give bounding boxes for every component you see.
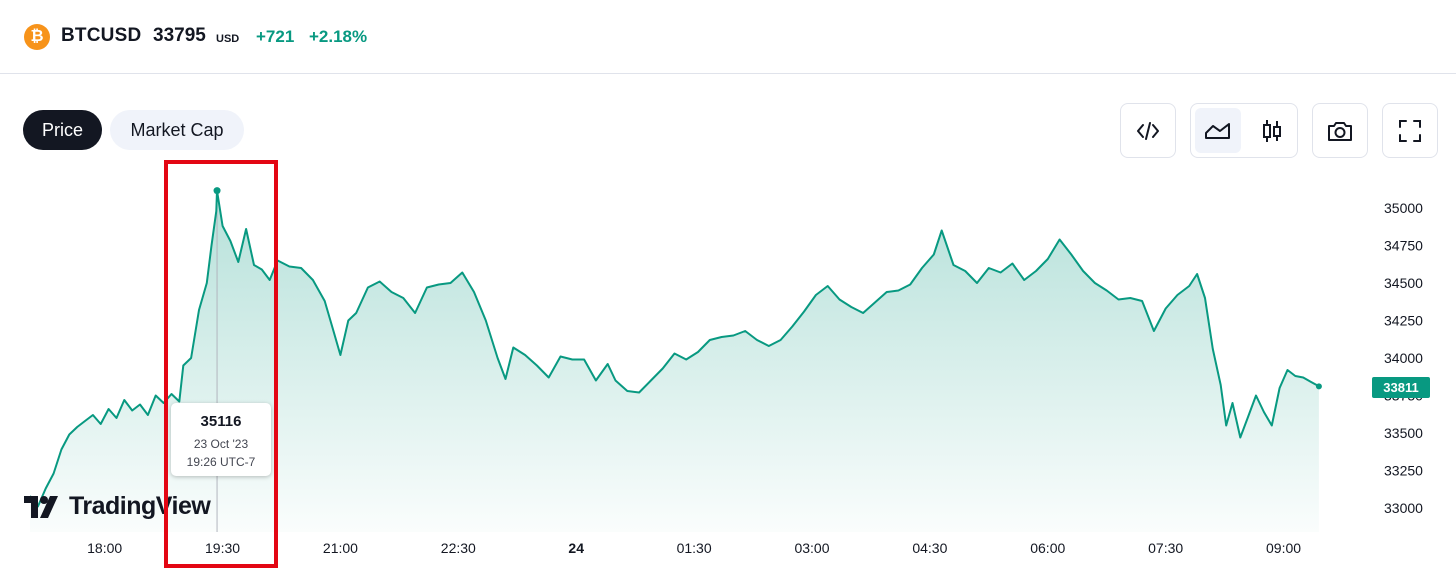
- chart-style-group: [1190, 103, 1298, 158]
- symbol-name[interactable]: BTCUSD: [61, 25, 142, 46]
- area-chart-icon: [1205, 123, 1230, 139]
- last-point-marker: [1315, 383, 1322, 390]
- x-tick-label: 21:00: [323, 540, 358, 556]
- x-tick-label: 24: [568, 540, 584, 556]
- candle-style-button[interactable]: [1249, 108, 1295, 153]
- tradingview-logo-text: TradingView: [69, 492, 211, 520]
- tab-price[interactable]: Price: [23, 110, 102, 150]
- fullscreen-button[interactable]: [1382, 103, 1438, 158]
- last-price-badge: 33811: [1372, 377, 1430, 398]
- x-tick-label: 01:30: [677, 540, 712, 556]
- snapshot-button[interactable]: [1312, 103, 1368, 158]
- area-style-button[interactable]: [1195, 108, 1241, 153]
- x-tick-label: 09:00: [1266, 540, 1301, 556]
- code-icon: [1137, 122, 1159, 140]
- price-change-percent: +2.18%: [309, 27, 368, 46]
- x-tick-label: 22:30: [441, 540, 476, 556]
- x-tick-label: 07:30: [1148, 540, 1183, 556]
- y-tick-label: 34000: [1384, 350, 1423, 366]
- x-tick-label: 18:00: [87, 540, 122, 556]
- x-tick-label: 19:30: [205, 540, 240, 556]
- tooltip-date: 23 Oct '23: [193, 437, 249, 451]
- price-change: +721: [256, 27, 295, 46]
- price-line[interactable]: [29, 189, 1320, 508]
- x-tick-label: 03:00: [794, 540, 829, 556]
- bitcoin-icon: ₿: [24, 24, 50, 50]
- symbol-header: ₿ BTCUSD 33795 USD +721 +2.18%: [0, 0, 1456, 74]
- y-tick-label: 34750: [1384, 238, 1423, 254]
- x-tick-label: 06:00: [1030, 540, 1065, 556]
- embed-button[interactable]: [1120, 103, 1176, 158]
- current-price: 33795: [153, 25, 206, 46]
- price-chart[interactable]: 3500034750345003425034000337503350033250…: [0, 160, 1456, 578]
- price-area-fill: [30, 190, 1319, 532]
- y-tick-label: 33500: [1384, 425, 1423, 441]
- y-tick-label: 34250: [1384, 313, 1423, 329]
- tooltip-value: 35116: [200, 413, 242, 430]
- currency-label: USD: [216, 33, 240, 45]
- y-tick-label: 33250: [1384, 463, 1423, 479]
- y-tick-label: 33000: [1384, 500, 1423, 516]
- highlight-box: [164, 160, 278, 568]
- crosshair-marker: [213, 187, 221, 195]
- price-tooltip: 35116 23 Oct '23 19:26 UTC-7: [171, 403, 271, 476]
- fullscreen-icon: [1399, 120, 1421, 142]
- camera-icon: [1328, 122, 1352, 141]
- candlestick-icon: [1263, 120, 1281, 142]
- y-tick-label: 35000: [1384, 200, 1423, 216]
- tab-market-cap[interactable]: Market Cap: [110, 110, 244, 150]
- x-tick-label: 04:30: [912, 540, 947, 556]
- tradingview-logo-icon: [24, 496, 58, 518]
- y-tick-label: 34500: [1384, 275, 1423, 291]
- tooltip-time: 19:26 UTC-7: [186, 455, 256, 469]
